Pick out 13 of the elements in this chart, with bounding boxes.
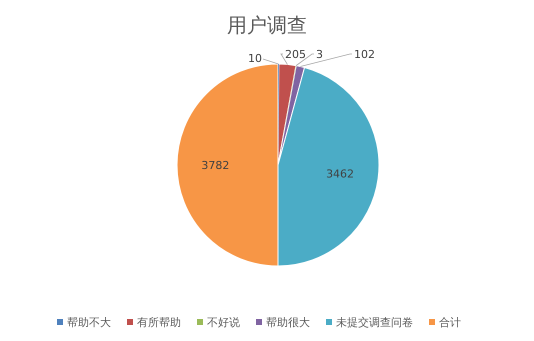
legend-label: 不好说 [207, 316, 240, 329]
data-label: 102 [354, 48, 375, 61]
data-label: 3782 [201, 159, 230, 172]
legend-label: 合计 [439, 316, 461, 329]
legend-label: 帮助不大 [67, 316, 111, 329]
chart-title: 用户调查 [227, 13, 307, 37]
data-label: 3 [316, 48, 323, 61]
data-label: 3462 [326, 167, 354, 180]
data-label: 10 [248, 52, 262, 65]
legend-label: 帮助很大 [266, 316, 310, 329]
data-label: 205 [285, 48, 306, 61]
legend-label: 有所帮助 [137, 316, 181, 329]
legend-label: 未提交调查问卷 [336, 316, 413, 329]
